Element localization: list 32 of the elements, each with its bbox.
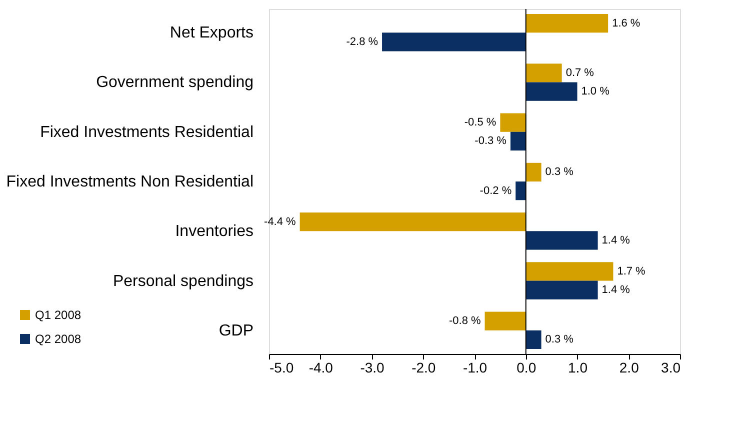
y-tick-label: Personal spendings: [112, 272, 254, 290]
y-tick-label: Net Exports: [170, 24, 254, 42]
x-tick-label: 1.0: [568, 360, 588, 376]
data-label: -0.3 %: [474, 135, 507, 148]
x-tick-label: -3.0: [360, 360, 385, 376]
legend-label: Q2 2008: [35, 332, 82, 346]
data-label: 0.7 %: [566, 66, 594, 79]
y-tick-label: Government spending: [96, 74, 254, 92]
x-tick-label: 3.0: [661, 360, 681, 376]
data-label: -2.8 %: [346, 36, 378, 48]
data-label: 0.3 %: [545, 166, 574, 178]
data-label: -4.4 %: [264, 216, 296, 228]
data-label: 1.0 %: [581, 86, 610, 98]
data-label: -0.2 %: [480, 184, 512, 197]
x-tick-label: -4.0: [308, 360, 334, 376]
data-label: -0.8 %: [448, 315, 481, 328]
x-tick-label: 2.0: [619, 360, 640, 376]
legend-label: Q1 2008: [35, 308, 82, 322]
y-tick-label: Inventories: [175, 223, 254, 240]
data-label: 1.6 %: [612, 17, 640, 30]
x-tick-label: -5.0: [270, 360, 294, 376]
x-tick-label: 0.0: [516, 360, 536, 376]
x-tick-label: -2.0: [412, 360, 436, 376]
data-label: 1.4 %: [602, 234, 630, 246]
y-tick-label: GDP: [218, 322, 254, 340]
data-label: 1.4 %: [602, 284, 630, 296]
y-tick-label: Fixed Investments Residential: [40, 124, 254, 141]
data-label: 1.7 %: [617, 265, 646, 278]
y-tick-label: Fixed Investments Non Residential: [6, 174, 254, 190]
data-label: 0.3 %: [545, 334, 574, 346]
data-label: -0.5 %: [464, 116, 496, 129]
x-tick-label: -1.0: [462, 360, 488, 376]
